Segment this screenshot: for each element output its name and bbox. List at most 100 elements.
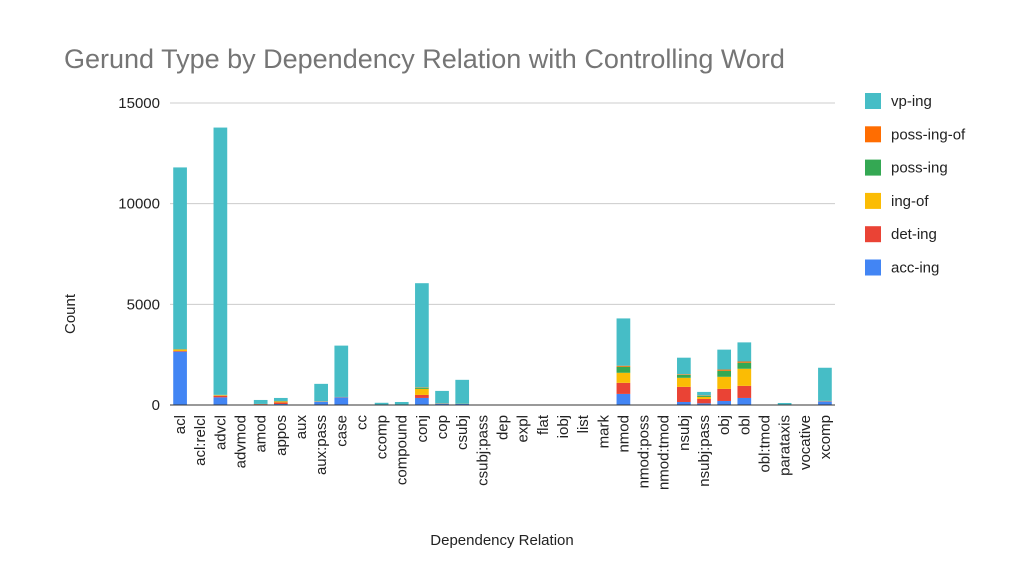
y-tick-label: 15000 bbox=[118, 95, 160, 112]
x-tick-label: expl bbox=[515, 415, 532, 443]
bar-poss-ing bbox=[616, 366, 631, 373]
bar-poss-ing bbox=[415, 387, 429, 389]
bar-ing-of bbox=[677, 377, 691, 387]
bar-det-ing bbox=[737, 385, 752, 398]
x-tick-label: csubj:pass bbox=[474, 415, 491, 486]
bar-ing-of bbox=[273, 401, 288, 403]
x-tick-label: vocative bbox=[797, 415, 814, 470]
bar-poss-ing-of bbox=[677, 374, 691, 375]
bar-acc-ing bbox=[273, 403, 288, 405]
x-tick-label: nmod:tmod bbox=[656, 415, 673, 490]
bar-acc-ing bbox=[314, 401, 328, 405]
x-tick-label: list bbox=[575, 414, 592, 433]
x-tick-label: nsubj bbox=[676, 415, 693, 451]
x-tick-label: csubj bbox=[454, 415, 471, 450]
x-tick-label: nsubj:pass bbox=[696, 415, 713, 487]
bar-ing-of bbox=[415, 388, 429, 395]
bar-poss-ing bbox=[677, 374, 691, 378]
y-tick-label: 0 bbox=[152, 397, 160, 414]
x-tick-label: obj bbox=[716, 415, 733, 435]
bar-acc-ing bbox=[435, 403, 449, 405]
bar-vp-ing bbox=[173, 167, 187, 350]
bar-vp-ing bbox=[394, 401, 409, 405]
x-axis-label: Dependency Relation bbox=[430, 532, 573, 549]
bar-ing-of bbox=[697, 396, 711, 399]
x-tick-label: conj bbox=[414, 415, 431, 443]
x-tick-label: flat bbox=[535, 414, 552, 435]
bar-vp-ing bbox=[455, 379, 470, 404]
legend: vp-ing poss-ing-of poss-ing ing-of det-ing ac… bbox=[865, 93, 966, 277]
bar-vp-ing bbox=[677, 357, 691, 375]
bar-ing-of bbox=[737, 368, 752, 386]
grid-lines bbox=[170, 102, 835, 305]
bar-vp-ing bbox=[374, 402, 389, 405]
bar-acc-ing bbox=[455, 403, 470, 405]
bar-vp-ing bbox=[818, 367, 832, 401]
bar-acc-ing bbox=[173, 351, 187, 405]
x-tick-label: ccomp bbox=[374, 415, 391, 459]
legend-swatch-vp-ing bbox=[865, 93, 881, 109]
y-tick-label: 5000 bbox=[127, 296, 160, 313]
bar-acc-ing bbox=[334, 397, 349, 405]
bar-vp-ing bbox=[737, 342, 752, 362]
y-axis-label: Count bbox=[62, 293, 79, 334]
bar-acc-ing bbox=[213, 397, 228, 405]
y-tick-label: 10000 bbox=[118, 196, 160, 213]
x-tick-label: xcomp bbox=[817, 415, 834, 459]
bar-ing-of bbox=[213, 395, 228, 396]
bar-acc-ing bbox=[818, 401, 832, 405]
bar-poss-ing-of bbox=[717, 369, 732, 371]
bar-vp-ing bbox=[415, 283, 429, 388]
legend-swatch-acc-ing bbox=[865, 259, 881, 276]
bar-acc-ing bbox=[717, 400, 732, 405]
x-tick-label: nmod:poss bbox=[636, 415, 653, 488]
x-tick-label: dep bbox=[495, 415, 512, 440]
x-tick-label: aux:pass bbox=[313, 415, 330, 475]
bar-poss-ing bbox=[717, 370, 732, 377]
x-tick-label: parataxis bbox=[777, 415, 794, 476]
bar-vp-ing bbox=[616, 318, 631, 366]
bar-poss-ing bbox=[737, 362, 752, 369]
bar-det-ing bbox=[213, 395, 228, 398]
bar-acc-ing bbox=[697, 403, 711, 405]
bars bbox=[173, 127, 832, 405]
legend-label-ing-of: ing-of bbox=[891, 193, 929, 210]
bar-vp-ing bbox=[213, 127, 228, 395]
x-tick-label: cc bbox=[353, 415, 370, 431]
chart-title: Gerund Type by Dependency Relation with … bbox=[64, 44, 785, 74]
legend-label-poss-ing: poss-ing bbox=[891, 160, 948, 177]
bar-det-ing bbox=[697, 398, 711, 404]
legend-swatch-poss-ing-of bbox=[865, 126, 881, 143]
bar-det-ing bbox=[415, 394, 429, 398]
x-tick-label: iobj bbox=[555, 415, 572, 438]
bar-vp-ing bbox=[273, 397, 288, 401]
x-tick-label: acl bbox=[172, 415, 189, 434]
bar-acc-ing bbox=[415, 397, 429, 405]
x-axis-ticks: acl acl:relcl advcl advmod amod appos aux aux:p… bbox=[172, 414, 834, 490]
x-tick-label: aux bbox=[293, 415, 310, 440]
bar-vp-ing bbox=[435, 390, 449, 404]
bar-det-ing bbox=[273, 402, 288, 404]
x-tick-label: advcl bbox=[212, 415, 229, 450]
x-tick-label: nmod bbox=[615, 415, 632, 453]
bar-vp-ing bbox=[253, 399, 268, 404]
bar-vp-ing bbox=[717, 349, 732, 370]
x-tick-label: amod bbox=[253, 415, 270, 453]
bar-poss-ing bbox=[697, 395, 711, 397]
bar-det-ing bbox=[677, 386, 691, 402]
x-tick-label: case bbox=[333, 415, 350, 447]
legend-label-det-ing: det-ing bbox=[891, 226, 937, 243]
legend-label-acc-ing: acc-ing bbox=[891, 260, 939, 277]
bar-poss-ing-of bbox=[616, 365, 631, 367]
bar-det-ing bbox=[173, 351, 187, 352]
legend-label-vp-ing: vp-ing bbox=[891, 93, 932, 110]
bar-vp-ing bbox=[314, 383, 328, 402]
bar-acc-ing bbox=[616, 393, 631, 405]
x-tick-label: cop bbox=[434, 415, 451, 439]
legend-swatch-poss-ing bbox=[865, 159, 881, 176]
x-tick-label: appos bbox=[273, 415, 290, 456]
x-tick-label: obl bbox=[736, 415, 753, 435]
bar-ing-of bbox=[173, 349, 187, 352]
bar-det-ing bbox=[717, 388, 732, 401]
